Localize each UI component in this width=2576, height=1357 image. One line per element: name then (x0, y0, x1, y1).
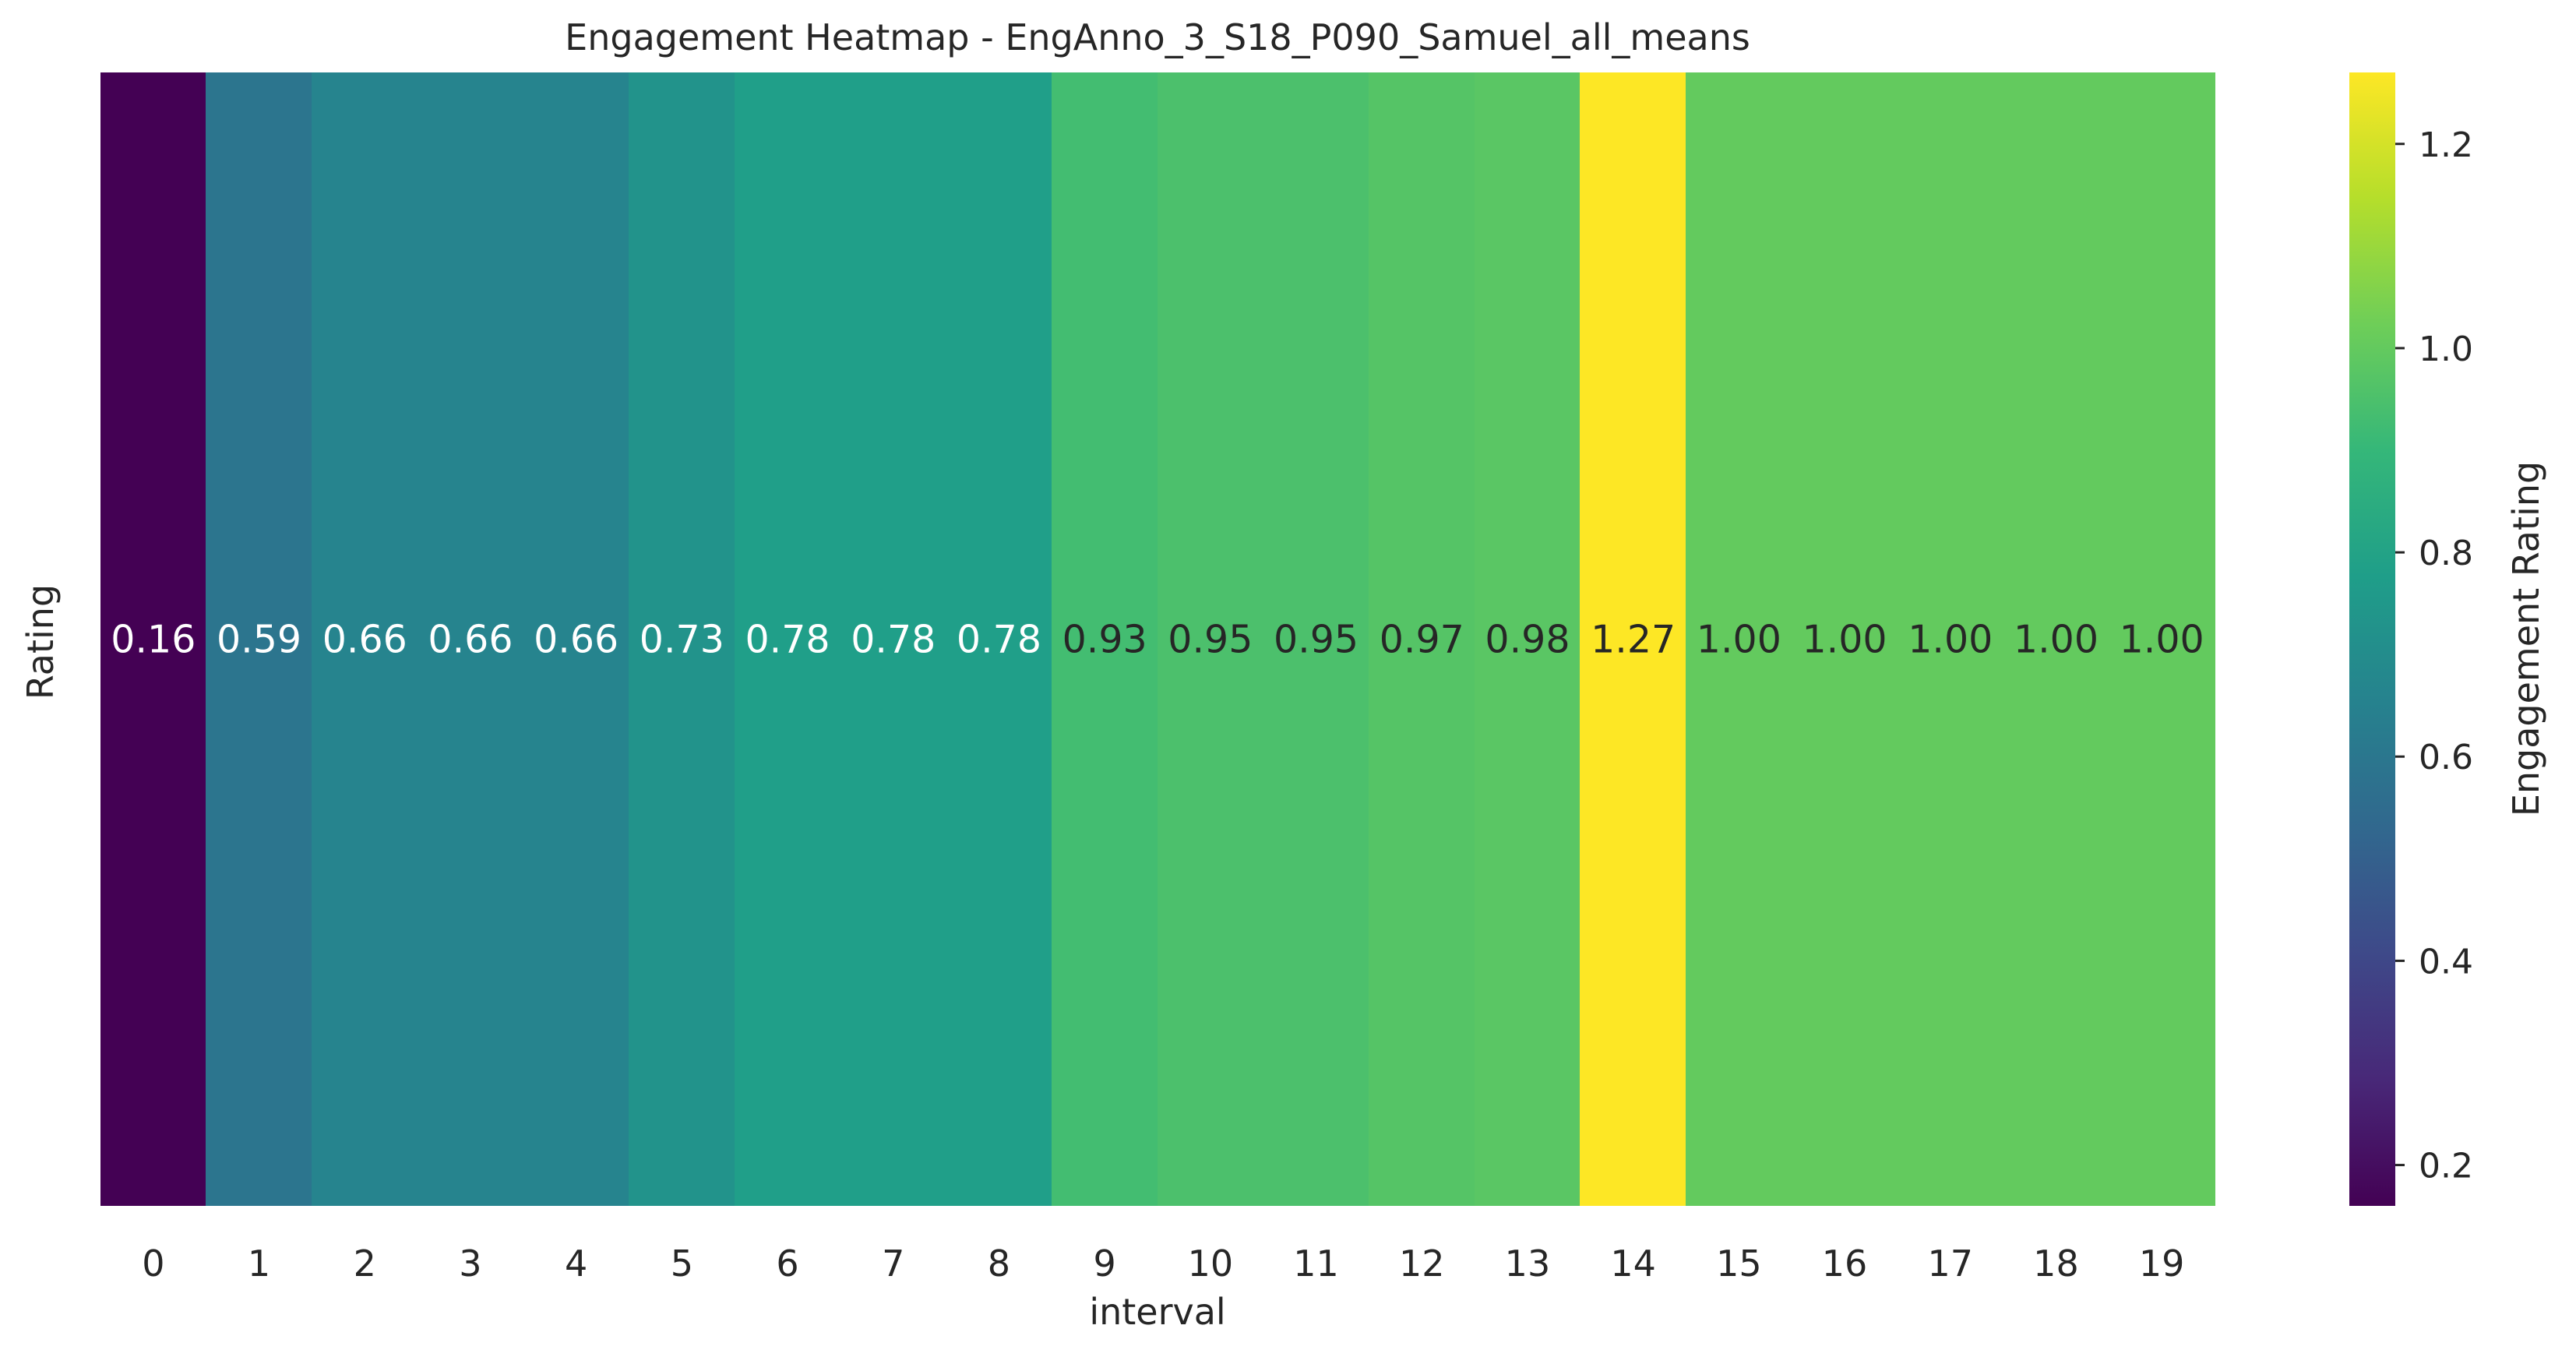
colorbar-tick-label: 0.6 (2419, 738, 2473, 777)
cell-value-label: 1.00 (2014, 618, 2099, 662)
heatmap-cell (312, 72, 418, 1206)
cell-value-label: 1.00 (2120, 618, 2204, 662)
x-tick-label: 13 (1505, 1242, 1551, 1285)
cell-value-label: 0.66 (428, 618, 513, 662)
x-tick-label: 6 (776, 1242, 798, 1285)
heatmap-cell (629, 72, 735, 1206)
x-tick-label: 19 (2139, 1242, 2185, 1285)
colorbar-tick-label: 1.2 (2419, 125, 2473, 165)
x-tick-label: 7 (882, 1242, 904, 1285)
colorbar-tick-label: 0.4 (2419, 942, 2473, 982)
cell-value-label: 0.95 (1168, 618, 1253, 662)
heatmap-cell (418, 72, 523, 1206)
cell-value-label: 0.66 (534, 618, 618, 662)
colorbar-tick-label: 1.0 (2419, 330, 2473, 369)
cell-value-label: 0.59 (217, 618, 301, 662)
heatmap-cells (100, 72, 2215, 1206)
heatmap-cell (1052, 72, 1158, 1206)
x-tick-label: 11 (1293, 1242, 1339, 1285)
heatmap-cell (523, 72, 629, 1206)
cell-value-label: 1.00 (1697, 618, 1781, 662)
chart-title: Engagement Heatmap - EngAnno_3_S18_P090_… (565, 16, 1750, 58)
heatmap-cell (1263, 72, 1369, 1206)
cell-value-label: 0.93 (1062, 618, 1147, 662)
heatmap-cell (1158, 72, 1263, 1206)
cell-value-label: 0.97 (1380, 618, 1464, 662)
heatmap-cell (735, 72, 840, 1206)
x-tick-label: 1 (248, 1242, 270, 1285)
x-tick-label: 9 (1094, 1242, 1116, 1285)
colorbar-tick-label: 0.8 (2419, 534, 2473, 573)
x-tick-label: 18 (2033, 1242, 2079, 1285)
x-tick-label: 10 (1188, 1242, 1234, 1285)
x-tick-label: 2 (354, 1242, 376, 1285)
x-tick-labels: 0 1 2 3 4 5 6 7 8 9 10 11 12 13 14 15 16 17 18 19 (142, 1242, 2184, 1285)
heatmap-cell (1792, 72, 1898, 1206)
cell-value-label: 0.78 (957, 618, 1041, 662)
heatmap-cell (946, 72, 1052, 1206)
x-tick-label: 8 (988, 1242, 1010, 1285)
heatmap-cell (1686, 72, 1792, 1206)
colorbar (2349, 72, 2395, 1206)
heatmap-cell (1369, 72, 1475, 1206)
heatmap-cell (2109, 72, 2215, 1206)
cell-value-label: 0.16 (111, 618, 196, 662)
colorbar-tick-label: 0.2 (2419, 1147, 2473, 1186)
y-axis-label: Rating (19, 584, 62, 700)
cell-value-labels: 0.16 0.59 0.66 0.66 0.66 0.73 0.78 0.78 0.78 0.93… (111, 618, 2204, 662)
x-tick-label: 12 (1399, 1242, 1445, 1285)
x-tick-label: 14 (1610, 1242, 1656, 1285)
heatmap-cell (1580, 72, 1686, 1206)
x-tick-label: 15 (1716, 1242, 1762, 1285)
cell-value-label: 0.95 (1274, 618, 1358, 662)
heatmap-cell (1475, 72, 1580, 1206)
heatmap-cell (1897, 72, 2003, 1206)
cell-value-label: 0.98 (1485, 618, 1570, 662)
x-tick-label: 5 (671, 1242, 693, 1285)
cell-value-label: 0.78 (745, 618, 830, 662)
colorbar-ticks: 0.2 0.4 0.6 0.8 1.0 1.2 (2395, 125, 2473, 1186)
heatmap-cell (100, 72, 206, 1206)
colorbar-label: Engagement Rating (2505, 461, 2547, 816)
cell-value-label: 1.27 (1591, 618, 1676, 662)
cell-value-label: 1.00 (1908, 618, 1993, 662)
x-tick-label: 17 (1927, 1242, 1973, 1285)
x-axis-label: interval (1089, 1291, 1225, 1333)
cell-value-label: 0.78 (851, 618, 936, 662)
x-tick-label: 0 (142, 1242, 164, 1285)
x-tick-label: 3 (459, 1242, 481, 1285)
heatmap-cell (2003, 72, 2109, 1206)
x-tick-label: 4 (565, 1242, 587, 1285)
cell-value-label: 0.66 (322, 618, 407, 662)
cell-value-label: 0.73 (640, 618, 724, 662)
heatmap-cell (206, 72, 312, 1206)
cell-value-label: 1.00 (1802, 618, 1887, 662)
x-tick-label: 16 (1822, 1242, 1868, 1285)
heatmap-cell (840, 72, 946, 1206)
